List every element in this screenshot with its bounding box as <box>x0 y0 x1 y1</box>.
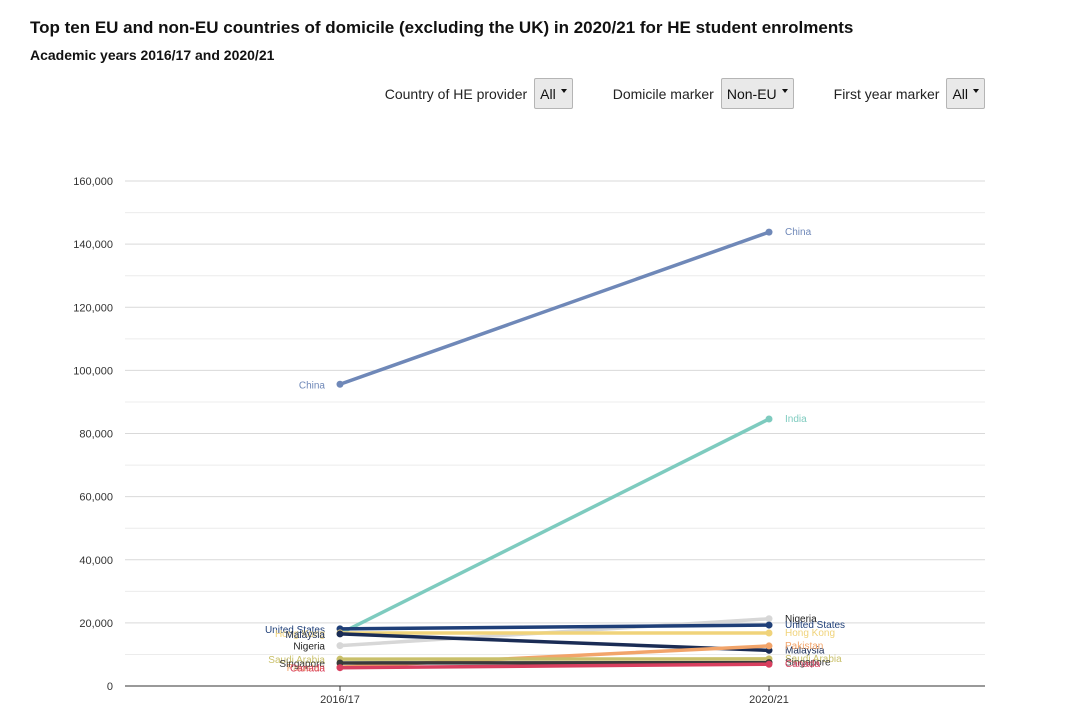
left-label-singapore: Singapore <box>279 659 325 670</box>
filter-first-year-marker: First year marker All <box>834 78 985 109</box>
data-point-united-states <box>765 621 773 629</box>
right-label-china: China <box>785 227 812 238</box>
select-value: All <box>952 85 968 102</box>
country-of-he-provider-select[interactable]: All <box>534 78 573 109</box>
y-tick-label: 100,000 <box>73 365 113 377</box>
y-tick-label: 20,000 <box>79 618 113 630</box>
x-tick-label: 2020/21 <box>749 694 789 706</box>
filter-label: First year marker <box>833 85 940 102</box>
filter-label: Country of HE provider <box>384 85 528 102</box>
chart-subtitle: Academic years 2016/17 and 2020/21 <box>30 47 275 63</box>
right-label-canada: Canada <box>785 659 820 670</box>
first-year-marker-select[interactable]: All <box>946 78 985 109</box>
data-point-india <box>765 415 773 423</box>
select-value: Non-EU <box>726 85 777 102</box>
series-line-canada <box>338 662 771 670</box>
filter-domicile-marker: Domicile marker Non-EU <box>613 78 794 109</box>
left-label-malaysia: Malaysia <box>286 630 326 641</box>
data-point-canada <box>765 660 773 668</box>
right-label-singapore: Singapore <box>785 658 831 669</box>
left-label-canada: Canada <box>290 664 325 675</box>
left-label-saudi-arabia: Saudi Arabia <box>268 655 325 666</box>
left-label-china: China <box>299 380 326 391</box>
left-label-nigeria: Nigeria <box>293 642 325 653</box>
data-point-china <box>765 228 773 236</box>
filter-country-of-he-provider: Country of HE provider All <box>385 78 573 109</box>
y-tick-label: 120,000 <box>73 302 113 314</box>
left-label-pakistan: Pakistan <box>287 663 325 674</box>
data-point-nigeria <box>336 642 344 650</box>
x-tick-label: 2016/17 <box>320 694 360 706</box>
domicile-marker-select[interactable]: Non-EU <box>720 78 794 109</box>
series-line-india <box>338 417 771 636</box>
left-label-united-states: United States <box>265 625 325 636</box>
data-point-china <box>336 380 344 388</box>
select-value: All <box>540 85 556 102</box>
series-line-china <box>338 230 771 387</box>
y-tick-label: 40,000 <box>79 555 113 567</box>
y-tick-label: 60,000 <box>79 492 113 504</box>
y-tick-label: 140,000 <box>73 239 113 251</box>
data-point-nigeria <box>765 615 773 623</box>
filter-label: Domicile marker <box>612 85 714 102</box>
data-point-pakistan <box>765 642 773 650</box>
y-tick-label: 0 <box>107 681 113 693</box>
caret-down-icon <box>560 88 567 93</box>
caret-down-icon <box>973 88 979 93</box>
data-point-malaysia <box>336 630 344 638</box>
right-label-hong-kong: Hong Kong <box>785 628 835 639</box>
right-label-malaysia: Malaysia <box>785 645 825 656</box>
data-point-canada <box>336 664 344 672</box>
filter-bar: Country of HE provider All Domicile mark… <box>385 78 985 109</box>
left-label-hong-kong: Hong Kong <box>275 629 325 640</box>
data-point-hong-kong <box>765 629 773 637</box>
caret-down-icon <box>781 88 788 93</box>
y-tick-label: 80,000 <box>79 429 113 441</box>
right-label-pakistan: Pakistan <box>785 641 823 652</box>
y-tick-label: 160,000 <box>73 176 113 188</box>
right-label-india: India <box>785 414 807 425</box>
right-label-nigeria: Nigeria <box>785 614 817 625</box>
chart-title: Top ten EU and non-EU countries of domic… <box>30 18 854 37</box>
series-line-united-states <box>338 623 771 631</box>
right-label-united-states: United States <box>785 620 845 631</box>
right-label-saudi-arabia: Saudi Arabia <box>785 654 842 665</box>
series-line-malaysia <box>338 632 771 653</box>
